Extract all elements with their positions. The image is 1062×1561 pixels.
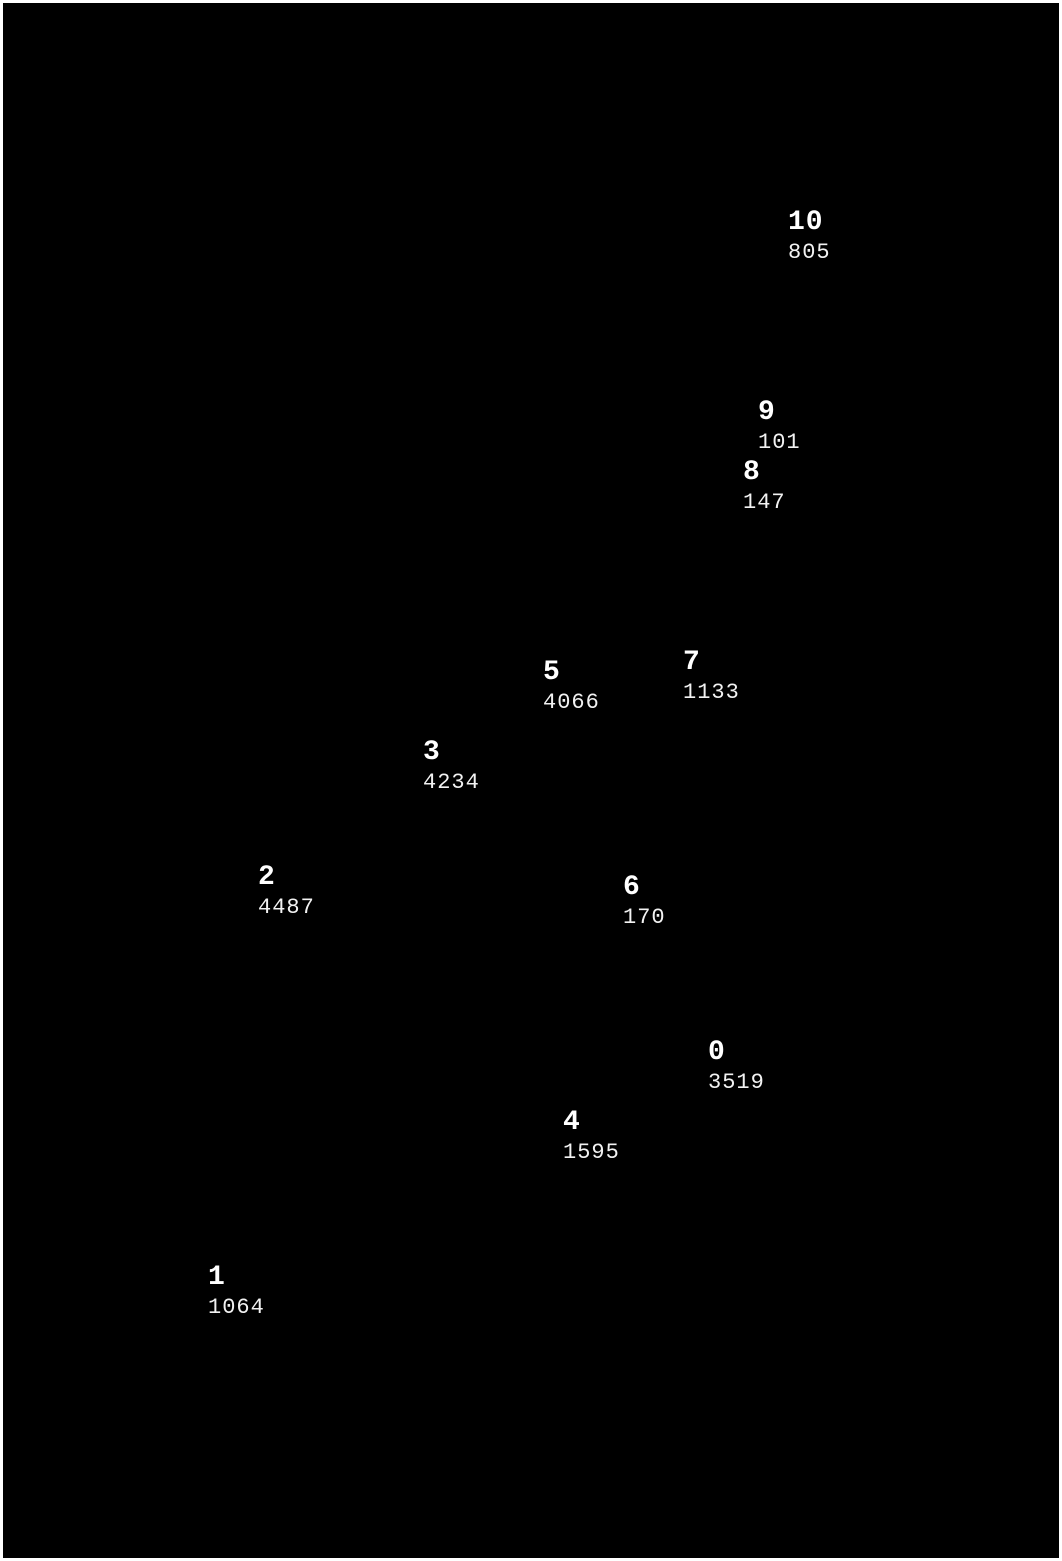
node-id: 8 (743, 458, 786, 489)
node-4: 41595 (563, 1108, 620, 1165)
node-value: 4234 (423, 771, 480, 795)
node-value: 101 (758, 431, 801, 455)
node-id: 3 (423, 738, 480, 769)
node-value: 4487 (258, 896, 315, 920)
node-value: 147 (743, 491, 786, 515)
node-9: 9101 (758, 398, 801, 455)
node-id: 10 (788, 208, 831, 239)
node-id: 1 (208, 1263, 265, 1294)
node-1: 11064 (208, 1263, 265, 1320)
node-5: 54066 (543, 658, 600, 715)
node-id: 9 (758, 398, 801, 429)
node-value: 805 (788, 241, 831, 265)
node-3: 34234 (423, 738, 480, 795)
node-value: 170 (623, 906, 666, 930)
node-7: 71133 (683, 648, 740, 705)
node-8: 8147 (743, 458, 786, 515)
node-id: 2 (258, 863, 315, 894)
node-id: 5 (543, 658, 600, 689)
node-value: 1064 (208, 1296, 265, 1320)
node-value: 3519 (708, 1071, 765, 1095)
node-id: 4 (563, 1108, 620, 1139)
diagram-canvas: 1080591018147711335406634234244876170035… (0, 0, 1062, 1561)
node-0: 03519 (708, 1038, 765, 1095)
node-10: 10805 (788, 208, 831, 265)
node-id: 7 (683, 648, 740, 679)
node-value: 1133 (683, 681, 740, 705)
node-6: 6170 (623, 873, 666, 930)
node-value: 1595 (563, 1141, 620, 1165)
node-id: 0 (708, 1038, 765, 1069)
node-id: 6 (623, 873, 666, 904)
node-value: 4066 (543, 691, 600, 715)
node-2: 24487 (258, 863, 315, 920)
